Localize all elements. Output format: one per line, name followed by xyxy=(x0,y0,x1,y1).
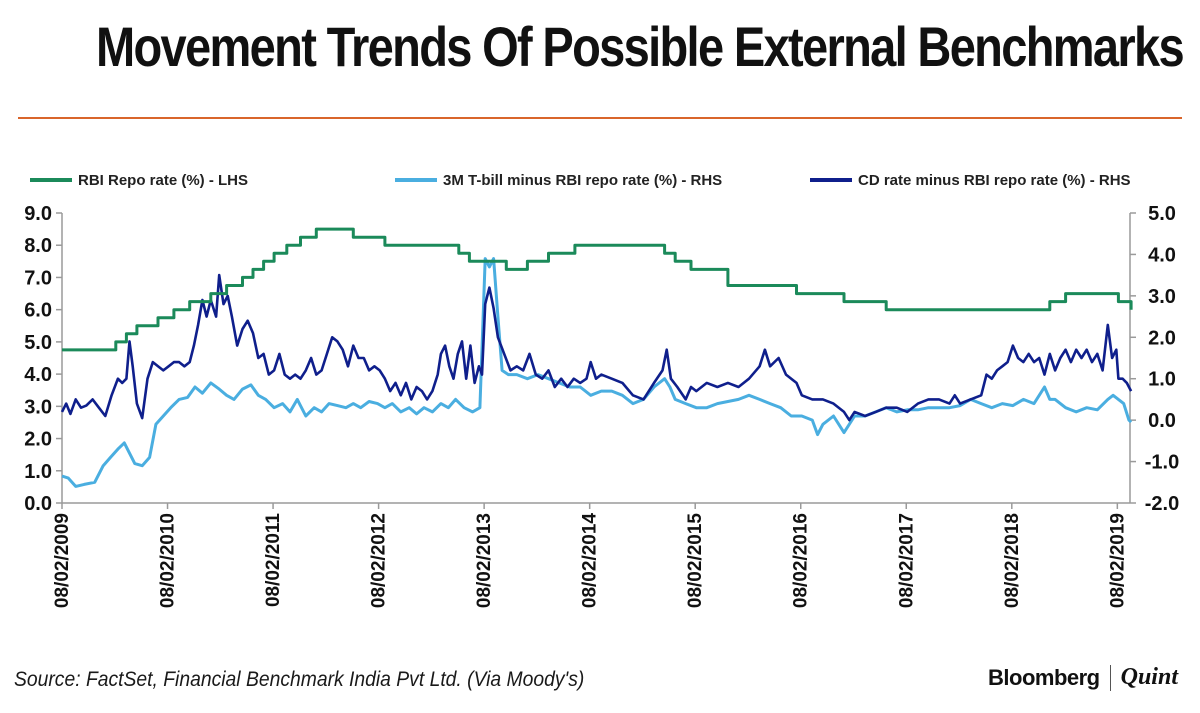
y-right-tick-label: 2.0 xyxy=(1148,327,1176,349)
page-title: Movement Trends Of Possible External Ben… xyxy=(96,15,1185,78)
y-left-tick-label: 2.0 xyxy=(24,429,52,451)
x-tick-label: 08/02/2010 xyxy=(158,513,179,608)
x-tick-label: 08/02/2012 xyxy=(369,513,390,608)
x-tick-label: 08/02/2014 xyxy=(580,513,601,609)
x-tick-label: 08/02/2009 xyxy=(52,513,73,608)
y-right-tick-label: -1.0 xyxy=(1145,452,1179,474)
x-tick-label: 08/02/2018 xyxy=(1002,513,1023,608)
x-tick-label: 08/02/2016 xyxy=(791,513,812,608)
x-axis-ticks: 08/02/2009 08/02/2010 08/02/2011 08/02/2012… xyxy=(52,503,1128,608)
axes: 0.0 1.0 2.0 3.0 4.0 5.0 6.0 7.0 8.0 9.0 -2.0 -1.0 0.… xyxy=(24,203,1179,515)
y-left-tick-label: 7.0 xyxy=(24,267,52,289)
legend: RBI Repo rate (%) - LHS 3M T-bill minus R… xyxy=(30,172,1131,189)
x-tick-label: 08/02/2017 xyxy=(896,513,917,608)
tbill-spread-line xyxy=(61,257,1133,488)
y-right-tick-label: -2.0 xyxy=(1145,493,1179,515)
y-left-tick-label: 6.0 xyxy=(24,300,52,322)
series-layer xyxy=(60,227,1133,488)
legend-label: CD rate minus RBI repo rate (%) - RHS xyxy=(858,172,1131,189)
x-tick-label: 08/02/2011 xyxy=(263,513,284,607)
legend-label: 3M T-bill minus RBI repo rate (%) - RHS xyxy=(443,172,722,189)
x-tick-label: 08/02/2015 xyxy=(685,513,706,609)
y-right-tick-label: 0.0 xyxy=(1148,410,1176,432)
y-right-tick-label: 1.0 xyxy=(1148,369,1176,391)
y-right-tick-label: 4.0 xyxy=(1148,244,1176,266)
cd-spread-line xyxy=(60,273,1133,422)
brand-logo: Bloomberg Quint xyxy=(988,664,1178,691)
y-left-tick-label: 4.0 xyxy=(24,364,52,386)
y-right-tick-label: 5.0 xyxy=(1148,203,1176,225)
title-divider xyxy=(18,117,1182,119)
brand-name: Bloomberg xyxy=(988,664,1100,690)
y-left-tick-label: 5.0 xyxy=(24,332,52,354)
line-chart: RBI Repo rate (%) - LHS 3M T-bill minus R… xyxy=(24,172,1179,608)
repo-rate-line xyxy=(62,227,1133,352)
y-left-tick-label: 0.0 xyxy=(24,493,52,515)
y-left-tick-label: 8.0 xyxy=(24,235,52,257)
legend-label: RBI Repo rate (%) - LHS xyxy=(78,172,248,189)
y-left-tick-label: 9.0 xyxy=(24,203,52,225)
brand-suffix: Quint xyxy=(1120,664,1178,690)
y-left-tick-label: 3.0 xyxy=(24,396,52,418)
x-tick-label: 08/02/2019 xyxy=(1107,513,1128,608)
source-note: Source: FactSet, Financial Benchmark Ind… xyxy=(14,668,585,691)
y-right-tick-label: 3.0 xyxy=(1148,286,1176,308)
x-tick-label: 08/02/2013 xyxy=(474,513,495,608)
brand-divider xyxy=(1109,664,1111,691)
y-left-tick-label: 1.0 xyxy=(24,461,52,483)
